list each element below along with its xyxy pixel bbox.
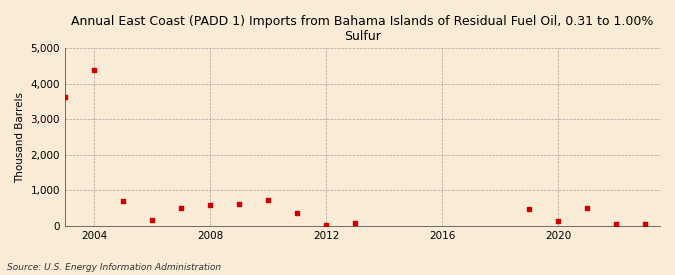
Point <box>117 199 128 203</box>
Point <box>263 198 273 202</box>
Point <box>640 222 651 226</box>
Point <box>176 206 186 210</box>
Point <box>321 223 331 227</box>
Point <box>292 211 302 215</box>
Point <box>146 218 157 222</box>
Point <box>553 219 564 223</box>
Point <box>234 201 244 206</box>
Point <box>88 68 99 73</box>
Title: Annual East Coast (PADD 1) Imports from Bahama Islands of Residual Fuel Oil, 0.3: Annual East Coast (PADD 1) Imports from … <box>72 15 653 43</box>
Point <box>59 95 70 100</box>
Point <box>205 203 215 208</box>
Point <box>582 206 593 211</box>
Point <box>524 207 535 211</box>
Point <box>611 222 622 227</box>
Point <box>350 221 360 225</box>
Text: Source: U.S. Energy Information Administration: Source: U.S. Energy Information Administ… <box>7 263 221 272</box>
Y-axis label: Thousand Barrels: Thousand Barrels <box>15 92 25 183</box>
